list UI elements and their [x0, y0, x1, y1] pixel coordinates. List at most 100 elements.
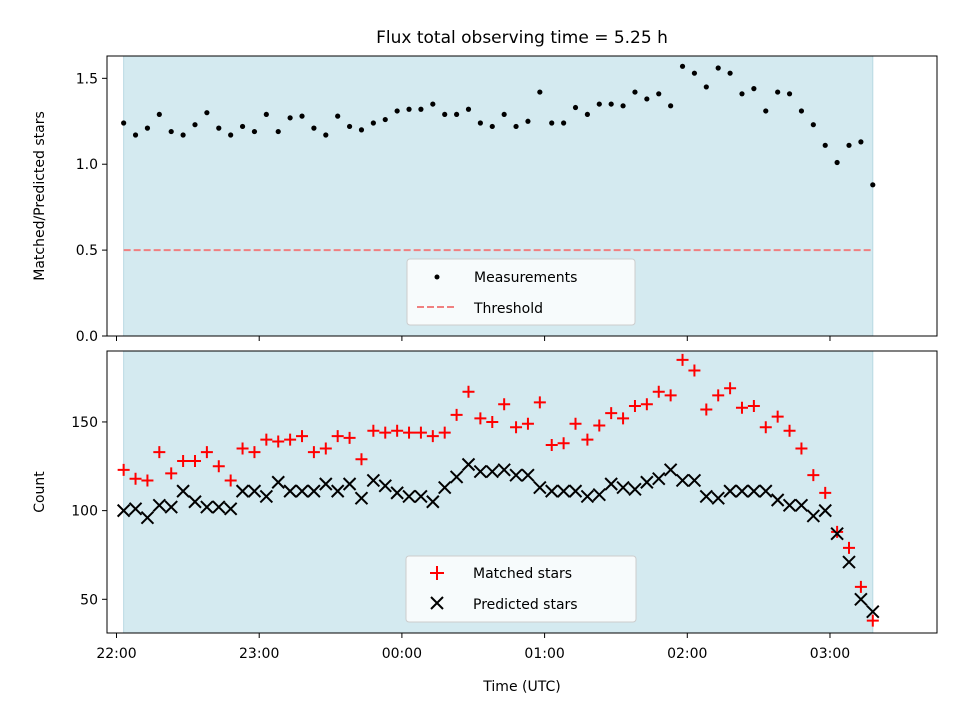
legend-box: [405, 555, 637, 623]
predicted-stars-legend-marker: [430, 596, 444, 610]
measurements-legend-label: Measurements: [474, 270, 577, 286]
predicted-star-point: [521, 468, 535, 482]
y-tick-label: 100: [71, 504, 98, 520]
matched-star-point: [355, 453, 368, 466]
measurement-point: [346, 123, 353, 130]
predicted-star-point: [235, 484, 250, 498]
matched-star-point: [498, 398, 511, 411]
predicted-star-point: [782, 498, 797, 513]
matched-star-point: [652, 385, 665, 398]
predicted-star-point: [735, 484, 749, 498]
measurement-point: [703, 84, 709, 90]
measurement-point: [132, 132, 139, 138]
matched-star-point: [617, 412, 630, 425]
measurement-point: [656, 91, 662, 97]
predicted-star-point: [533, 480, 547, 495]
plot-frame: [106, 55, 938, 337]
predicted-star-point: [176, 484, 190, 498]
predicted-star-point: [759, 484, 773, 498]
matched-star-point: [581, 433, 594, 446]
matched-star-point: [319, 442, 332, 455]
x-tick-label: 03:00: [810, 646, 850, 662]
predicted-stars-legend-label: Predicted stars: [473, 597, 578, 613]
legend-box: [406, 258, 636, 326]
legend: Measurements Threshold: [406, 258, 636, 326]
measurement-point: [537, 89, 543, 95]
predicted-star-point: [307, 484, 321, 498]
matched-star-point: [724, 382, 737, 395]
measurement-point: [798, 108, 805, 114]
matched-star-point: [664, 389, 677, 402]
predicted-star-point: [140, 511, 155, 525]
measurement-point: [442, 111, 448, 118]
predicted-star-point: [830, 526, 844, 541]
predicted-star-point: [818, 503, 832, 518]
measurement-point: [775, 89, 781, 95]
matched-star-point: [795, 442, 808, 455]
x-tick-label: 01:00: [524, 646, 564, 662]
matched-star-point: [676, 353, 689, 366]
matched-star-point: [807, 469, 820, 482]
measurement-point: [228, 132, 234, 138]
matched-star-point: [188, 454, 201, 467]
measurement-point: [584, 111, 591, 118]
matched-star-point: [557, 437, 570, 450]
predicted-star-point: [699, 489, 714, 504]
matched-star-point: [296, 430, 309, 443]
x-tick-label: 22:00: [96, 646, 136, 662]
predicted-star-point: [640, 475, 654, 489]
predicted-stars-points: [116, 457, 880, 619]
measurement-point: [822, 142, 828, 148]
matched-star-point: [438, 426, 451, 439]
y-axis-label: Matched/Predicted stars: [32, 111, 48, 281]
y-tick-label: 0.5: [76, 243, 98, 259]
measurement-point: [870, 182, 876, 188]
measurement-point: [727, 70, 733, 76]
measurement-point: [763, 108, 769, 114]
measurement-point: [679, 63, 686, 69]
predicted-star-point: [675, 473, 690, 488]
predicted-star-point: [449, 470, 464, 484]
measurement-point: [204, 110, 210, 116]
predicted-star-point: [164, 500, 178, 514]
predicted-star-point: [461, 457, 476, 472]
predicted-star-point: [116, 503, 131, 518]
matched-star-point: [510, 421, 523, 434]
matched-star-point: [831, 525, 844, 538]
predicted-star-point: [628, 482, 642, 497]
measurement-point: [287, 115, 293, 121]
matched-stars-points: [117, 353, 879, 627]
matched-star-point: [426, 430, 439, 443]
matched-star-point: [165, 467, 178, 480]
y-axis-label: Count: [32, 471, 48, 513]
measurement-point: [323, 132, 329, 138]
matched-star-point: [331, 430, 344, 443]
matched-star-point: [391, 424, 404, 437]
measurement-point: [561, 120, 567, 126]
measurement-point: [572, 104, 579, 111]
measurement-point: [525, 118, 531, 124]
measurement-point: [370, 120, 376, 126]
measurement-point: [263, 111, 269, 118]
predicted-star-point: [723, 484, 737, 498]
measurement-point: [644, 96, 650, 102]
matched-star-point: [486, 415, 499, 428]
x-axis-ticks: [116, 336, 831, 341]
predicted-star-point: [592, 487, 606, 502]
predicted-star-point: [128, 502, 143, 516]
predicted-star-point: [556, 484, 571, 498]
measurement-point: [501, 111, 507, 118]
matched-star-point: [688, 364, 701, 377]
measurement-point: [608, 101, 614, 107]
measurement-point: [858, 139, 864, 145]
matched-star-point: [854, 580, 867, 593]
predicted-star-point: [188, 495, 202, 509]
matched-star-point: [866, 614, 879, 627]
predicted-star-point: [223, 502, 238, 516]
measurement-point: [144, 125, 151, 131]
predicted-star-point: [770, 493, 785, 507]
matched-star-point: [343, 431, 356, 444]
matched-star-point: [700, 403, 713, 416]
